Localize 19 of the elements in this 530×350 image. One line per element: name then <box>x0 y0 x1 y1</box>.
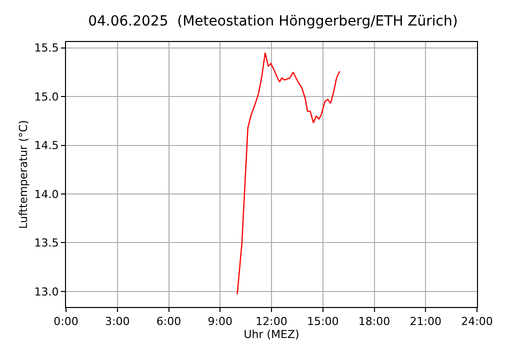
y-tick-label: 14.0 <box>34 188 59 201</box>
x-tick-label: 3:00 <box>105 315 130 328</box>
x-tick-label: 9:00 <box>208 315 232 328</box>
x-tick-label: 12:00 <box>256 315 288 328</box>
x-tick-label: 24:00 <box>461 315 493 328</box>
chart-title: 04.06.2025 (Meteostation Hönggerberg/ETH Zürich) <box>88 14 458 30</box>
y-tick-label: 15.5 <box>34 42 59 55</box>
x-tick-label: 15:00 <box>307 315 339 328</box>
x-tick-label: 18:00 <box>358 315 390 328</box>
line-series <box>236 52 340 295</box>
x-tick-label: 0:00 <box>54 315 78 328</box>
y-tick-label: 15.0 <box>34 90 59 104</box>
y-tick-label: 13.0 <box>34 285 59 298</box>
y-tick-label: 13.5 <box>34 236 59 250</box>
y-axis-title: Lufttemperatur (°C) <box>16 120 30 229</box>
x-tick-label: 21:00 <box>410 315 442 328</box>
x-tick-label: 6:00 <box>156 315 182 328</box>
x-axis-title: Uhr (MEZ) <box>244 328 300 342</box>
y-tick-label: 14.5 <box>34 139 59 152</box>
